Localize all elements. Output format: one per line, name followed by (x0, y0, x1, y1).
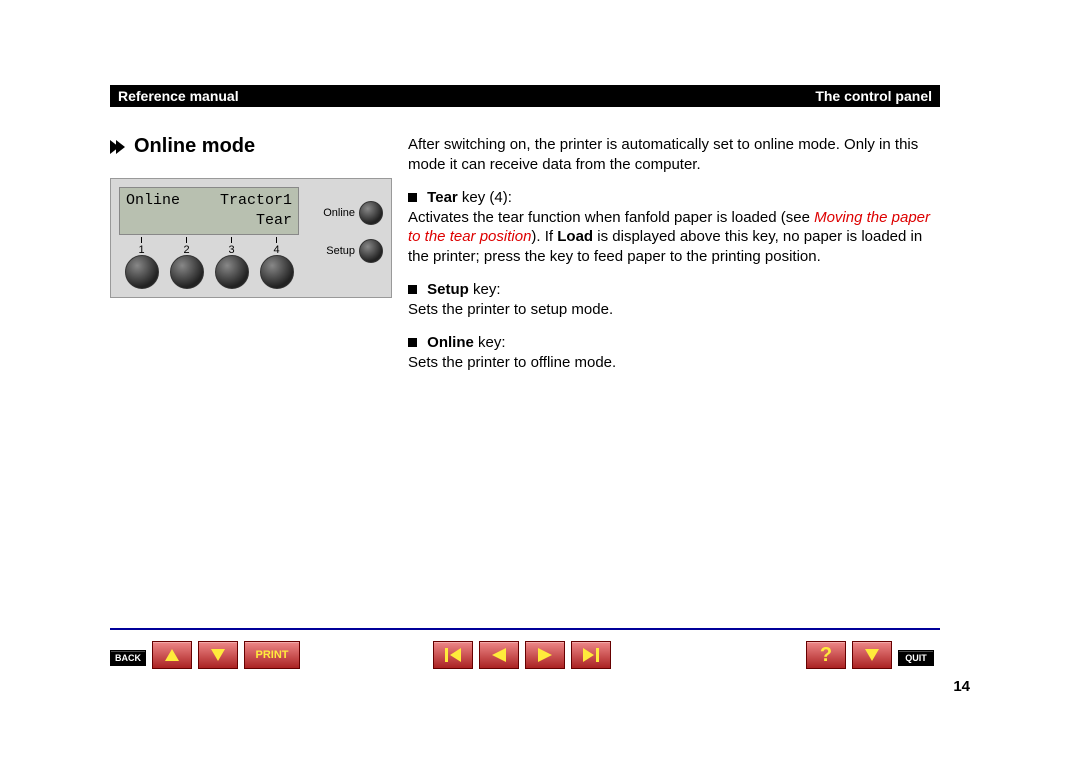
triangle-left-icon (492, 648, 506, 662)
tick-2: 2 (177, 237, 197, 256)
first-icon (445, 648, 461, 662)
knob-1 (125, 255, 159, 289)
knob-2 (170, 255, 204, 289)
triangle-right-icon (538, 648, 552, 662)
header-bar: Reference manual The control panel (110, 85, 940, 107)
back-button[interactable]: BACK (110, 650, 146, 666)
setup-button-row: Setup (323, 239, 383, 263)
last-icon (583, 648, 599, 662)
first-button[interactable] (433, 641, 473, 669)
online-knob (359, 201, 383, 225)
description-column: After switching on, the printer is autom… (390, 135, 940, 372)
ticks: 1 2 3 4 (119, 237, 299, 256)
down-button[interactable] (198, 641, 238, 669)
lcd-display: Online Tractor1 Tear (119, 187, 299, 235)
chevron-right-icon (110, 140, 128, 154)
triangle-up-icon (165, 649, 179, 661)
section-title: Online mode (110, 135, 390, 158)
knob-3 (215, 255, 249, 289)
nav-bar: BACK PRINT ? QUIT (110, 640, 940, 670)
triangle-down-icon (865, 649, 879, 661)
page-number: 14 (953, 678, 970, 695)
lcd-function: Tear (256, 211, 292, 231)
tick-1: 1 (132, 237, 152, 256)
printer-panel: Online Tractor1 Tear 1 2 3 4 (110, 178, 392, 298)
triangle-down-icon (211, 649, 225, 661)
knob-4 (260, 255, 294, 289)
tick-4: 4 (267, 237, 287, 256)
setup-knob (359, 239, 383, 263)
quit-button[interactable]: QUIT (898, 650, 934, 666)
lcd-source: Tractor1 (220, 191, 292, 211)
last-button[interactable] (571, 641, 611, 669)
up-button[interactable] (152, 641, 192, 669)
down2-button[interactable] (852, 641, 892, 669)
online-label: Online (323, 207, 355, 219)
bullet-setup: Setup key: Sets the printer to setup mod… (408, 280, 940, 319)
online-button-row: Online (323, 201, 383, 225)
next-button[interactable] (525, 641, 565, 669)
help-button[interactable]: ? (806, 641, 846, 669)
lcd-status: Online (126, 191, 180, 211)
header-left: Reference manual (118, 88, 239, 104)
header-right: The control panel (815, 88, 932, 104)
square-bullet-icon (408, 193, 417, 202)
square-bullet-icon (408, 285, 417, 294)
square-bullet-icon (408, 338, 417, 347)
bullet-tear: Tear key (4): Activates the tear functio… (408, 188, 940, 266)
tick-3: 3 (222, 237, 242, 256)
footer-rule (110, 628, 940, 630)
bullet-online: Online key: Sets the printer to offline … (408, 333, 940, 372)
print-button[interactable]: PRINT (244, 641, 300, 669)
setup-label: Setup (326, 245, 355, 257)
prev-button[interactable] (479, 641, 519, 669)
knob-row (119, 255, 299, 289)
intro-text: After switching on, the printer is autom… (408, 135, 940, 174)
